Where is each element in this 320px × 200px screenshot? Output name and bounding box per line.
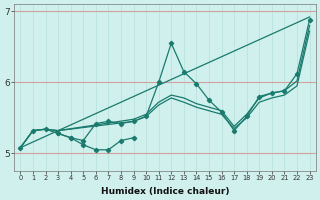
X-axis label: Humidex (Indice chaleur): Humidex (Indice chaleur) [101,187,229,196]
